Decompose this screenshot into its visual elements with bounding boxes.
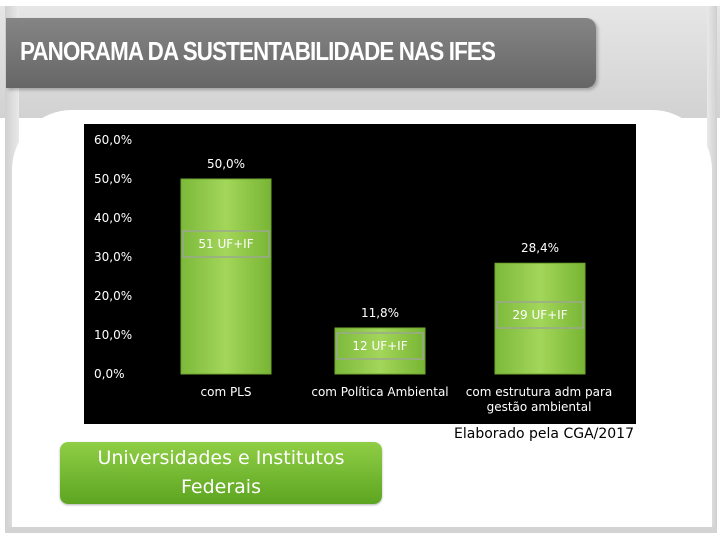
x-category-label: gestão ambiental (487, 400, 592, 414)
bar-annotation: 51 UF+IF (198, 237, 253, 251)
bar-value-label: 11,8% (361, 306, 399, 320)
bar (494, 262, 586, 375)
bar (180, 178, 272, 375)
x-category-label: com Política Ambiental (311, 385, 448, 399)
bar-annotation: 12 UF+IF (352, 339, 407, 353)
y-tick-label: 0,0% (94, 367, 125, 381)
bar-value-label: 28,4% (521, 241, 559, 255)
bottom-frame-border (5, 527, 717, 533)
y-tick-label: 10,0% (94, 328, 132, 342)
y-tick-label: 30,0% (94, 250, 132, 264)
title-bar: PANORAMA DA SUSTENTABILIDADE NAS IFES (6, 18, 596, 88)
y-tick-label: 40,0% (94, 211, 132, 225)
bar-value-label: 50,0% (207, 157, 245, 171)
bar (334, 327, 426, 375)
institutions-label: Universidades e Institutos Federais (97, 447, 345, 498)
annotation-box (496, 301, 584, 329)
annotation-box (182, 230, 270, 258)
x-category-label: com estrutura adm para (466, 385, 612, 399)
y-tick-label: 60,0% (94, 133, 132, 147)
y-tick-label: 50,0% (94, 172, 132, 186)
x-category-label: com PLS (201, 385, 252, 399)
right-frame-border (707, 6, 717, 530)
chart-svg: 0,0% 10,0% 20,0% 30,0% 40,0% 50,0% 60,0% 50,0% 5… (94, 133, 612, 414)
bar-annotation: 29 UF+IF (512, 308, 567, 322)
bar-chart: 0,0% 10,0% 20,0% 30,0% 40,0% 50,0% 60,0% 50,0% 5… (84, 124, 636, 424)
page-title: PANORAMA DA SUSTENTABILIDADE NAS IFES (20, 36, 496, 66)
source-credit: Elaborado pela CGA/2017 (454, 426, 634, 442)
institutions-label-box: Universidades e Institutos Federais (60, 442, 382, 504)
annotation-box (336, 332, 424, 360)
y-tick-label: 20,0% (94, 289, 132, 303)
